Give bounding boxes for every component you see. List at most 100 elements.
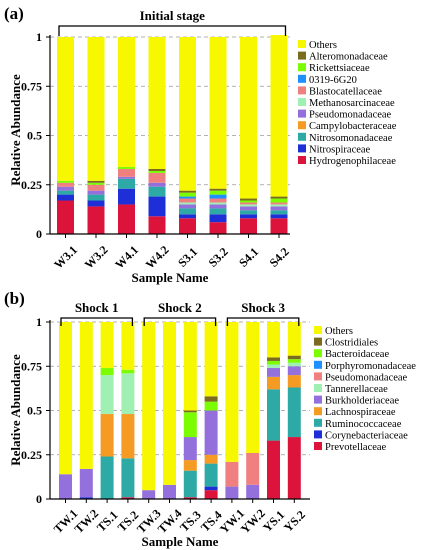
bar-segment (148, 182, 166, 187)
legend-label: Corynebacteriaceae (325, 430, 408, 441)
bar-segment (57, 180, 74, 183)
legend-label: Methanosarcinaceae (309, 98, 395, 109)
bar-segment (240, 37, 257, 199)
bar-segment (57, 37, 74, 181)
bar-segment (148, 216, 166, 234)
x-tick-label: W4.2 (143, 243, 172, 272)
legend-swatch (298, 63, 306, 72)
group-bracket (143, 317, 217, 326)
bar-segment (183, 322, 197, 411)
bar-segment (148, 37, 166, 169)
y-tick-label: 0.75 (21, 79, 42, 93)
bar-segment (87, 200, 105, 207)
legend-label: Blastocatellaceae (309, 86, 382, 97)
x-tick-label: TS.3 (177, 508, 204, 535)
legend-label: Rickettsiaceae (309, 63, 370, 74)
bar-segment (267, 440, 280, 499)
bar-segment (79, 468, 93, 498)
legend-swatch (298, 86, 306, 95)
bar-segment (209, 214, 227, 223)
bar-segment (240, 198, 257, 201)
bar-segment (246, 322, 260, 453)
bar-segment (270, 204, 288, 207)
panel-b-chart: (b)00.250.50.751TW.1TW.2TS.1TS.2TW.3TW.4… (4, 289, 416, 549)
x-tick-label: S4.2 (267, 245, 292, 270)
group-label-backing (68, 299, 125, 315)
bar-segment (240, 214, 257, 219)
bar-segment (287, 322, 301, 356)
bar-segment (270, 196, 288, 199)
legend-swatch (298, 121, 306, 130)
panel-label: (b) (4, 289, 25, 308)
bar-segment (240, 200, 257, 203)
x-axis-title: Sample Name (132, 270, 209, 285)
bar-segment (267, 364, 280, 369)
bar-segment (121, 322, 135, 370)
bar-segment (87, 184, 105, 191)
legend-swatch (298, 74, 306, 83)
bar-segment (270, 218, 288, 234)
legend-swatch (314, 372, 322, 381)
bar-segment (148, 168, 166, 171)
bar-segment (100, 456, 114, 499)
bar-segment (148, 196, 166, 217)
group-label-backing (235, 299, 291, 315)
group-bracket (60, 317, 134, 326)
bar-segment (183, 470, 197, 498)
bar-segment (100, 414, 114, 457)
bar-segment (87, 182, 105, 185)
bar-segment (267, 368, 280, 377)
legend-label: Lachnospiraceae (325, 407, 396, 418)
bar-segment (225, 461, 239, 487)
bar-segment (204, 486, 218, 491)
group-bracket (58, 25, 287, 36)
x-tick-label: YS.1 (260, 508, 287, 535)
legend-label: Pseudomonadaceae (325, 372, 408, 383)
bar-segment (57, 194, 74, 201)
legend-swatch (298, 144, 306, 153)
bar-segment (179, 214, 196, 219)
bar-segment (87, 206, 105, 234)
legend-swatch (314, 384, 322, 392)
bar-segment (142, 322, 156, 491)
bar-segment (209, 222, 227, 234)
bar-segment (118, 37, 135, 168)
y-tick-label: 0.25 (21, 448, 42, 462)
x-tick-label: W4.1 (112, 243, 141, 272)
x-tick-label: TS.1 (94, 508, 121, 535)
bar-segment (57, 190, 74, 195)
legend-swatch (314, 349, 322, 358)
bar-segment (270, 35, 288, 197)
bar-segment (183, 497, 197, 499)
bar-segment (121, 369, 135, 374)
legend-swatch (298, 51, 306, 60)
bar-segment (100, 375, 114, 415)
bar-segment (57, 186, 74, 191)
bar-segment (179, 190, 196, 193)
bar-segment (148, 172, 166, 183)
bar-segment (267, 360, 280, 365)
bar-segment (57, 182, 74, 187)
y-axis-title: Relative Abundance (8, 354, 23, 466)
bar-segment (204, 396, 218, 402)
bar-segment (148, 170, 166, 173)
bar-segment (209, 204, 227, 209)
bar-segment (267, 322, 280, 358)
bar-segment (209, 202, 227, 205)
group-label: Shock 1 (75, 300, 119, 315)
legend-swatch (314, 395, 322, 404)
bar-segment (118, 176, 135, 179)
bar-segment (240, 206, 257, 211)
bar-segment (118, 178, 135, 189)
legend-label: Nitrospiraceae (309, 144, 371, 155)
y-tick-label: 0.25 (21, 178, 42, 192)
legend-swatch (314, 337, 322, 346)
bar-segment (270, 202, 288, 205)
bar-segment (79, 322, 93, 469)
legend-label: 0319-6G20 (309, 75, 357, 86)
legend-label: Prevotellaceae (325, 442, 387, 453)
group-bracket (226, 317, 300, 326)
bar-segment (183, 412, 197, 438)
bar-segment (121, 414, 135, 459)
